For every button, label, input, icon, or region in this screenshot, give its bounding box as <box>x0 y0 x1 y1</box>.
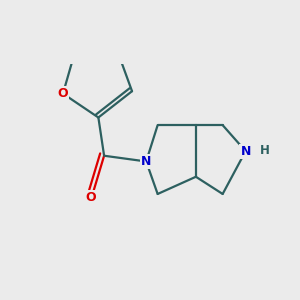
Text: N: N <box>141 155 152 168</box>
Text: O: O <box>57 87 68 100</box>
Text: O: O <box>85 191 96 204</box>
Text: N: N <box>240 145 251 158</box>
Text: H: H <box>260 144 270 157</box>
